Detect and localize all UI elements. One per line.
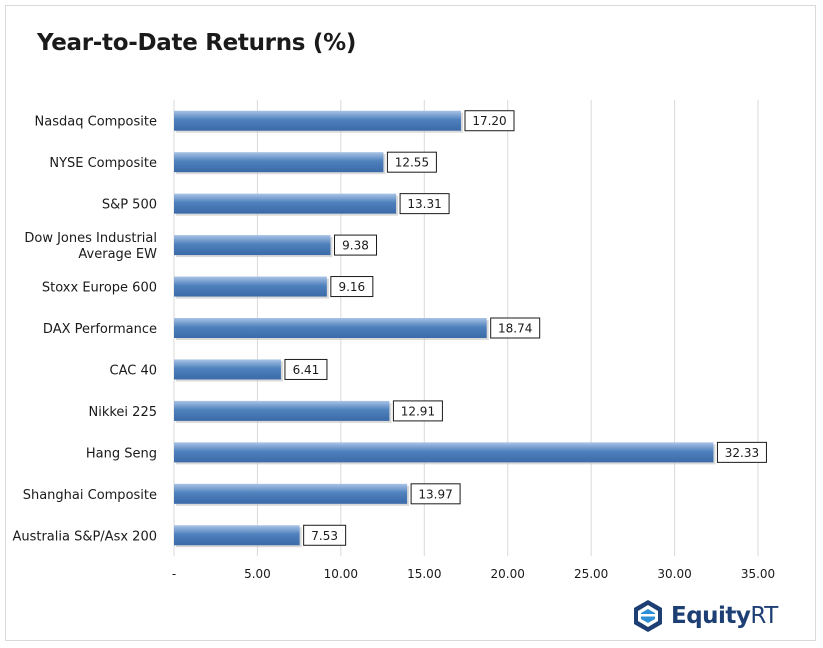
category-label: Stoxx Europe 600	[42, 281, 157, 296]
data-label-box	[392, 400, 443, 422]
data-labels: 17.20 12.55 13.31 9.38 9.16 18.74 6.41 12.91 32.…	[284, 110, 767, 546]
x-tick-label: 15.00	[407, 567, 441, 581]
bar	[174, 483, 408, 504]
data-label: 32.33	[725, 446, 759, 460]
category-label: Hang Seng	[86, 446, 157, 461]
category-label: CAC 40	[110, 363, 158, 378]
category-label: Nasdaq Composite	[35, 115, 157, 130]
data-label-box	[399, 193, 450, 215]
x-tick-label: 10.00	[324, 567, 358, 581]
bar	[174, 235, 331, 256]
data-label-box	[716, 441, 767, 463]
x-tick-label: 25.00	[574, 567, 608, 581]
data-label-box	[464, 110, 515, 132]
category-label: S&P 500	[102, 198, 157, 213]
bar	[174, 276, 327, 297]
equityrt-logo: EquityRT	[631, 598, 778, 634]
bar	[174, 525, 300, 546]
data-label: 9.38	[342, 239, 369, 253]
category-label: Nikkei 225	[89, 405, 158, 420]
x-tick-label: 5.00	[244, 567, 271, 581]
equityrt-logo-icon	[634, 600, 662, 632]
x-tick-label: 20.00	[491, 567, 525, 581]
data-label: 6.41	[293, 363, 320, 377]
data-label-box	[490, 317, 541, 339]
x-tick-label: 35.00	[741, 567, 775, 581]
chart-title: Year-to-Date Returns (%)	[37, 30, 357, 56]
category-label: Shanghai Composite	[23, 488, 157, 503]
data-label: 12.55	[395, 156, 429, 170]
bar	[174, 400, 390, 421]
data-label-box	[303, 524, 347, 546]
bar	[174, 318, 487, 338]
data-label: 12.91	[401, 404, 435, 418]
data-label-box	[284, 358, 328, 380]
data-label-box	[334, 234, 378, 256]
category-label: Average EW	[78, 247, 157, 262]
x-tick-label: 30.00	[657, 567, 691, 581]
x-axis-tick-labels: - 5.00 10.00 15.00 20.00 25.00 30.00 35.00	[172, 567, 775, 581]
bar	[174, 442, 714, 463]
category-label: NYSE Composite	[49, 156, 157, 171]
x-tick-label: -	[172, 567, 176, 581]
category-label: Australia S&P/Asx 200	[12, 529, 157, 544]
category-label: DAX Performance	[43, 322, 157, 337]
data-label: 9.16	[338, 280, 365, 294]
data-label-box	[410, 483, 461, 505]
data-label-box	[386, 151, 437, 173]
bar	[174, 110, 461, 131]
bars	[174, 110, 716, 548]
data-label: 13.97	[418, 487, 452, 501]
bar	[174, 359, 281, 380]
bar	[174, 193, 397, 214]
equityrt-logo-text: EquityRT	[671, 603, 778, 629]
data-label: 18.74	[498, 322, 532, 336]
category-labels: Nasdaq Composite NYSE Composite S&P 500 Dow…	[12, 115, 157, 545]
bar	[174, 152, 384, 173]
data-label: 17.20	[472, 114, 506, 128]
data-label: 13.31	[407, 197, 441, 211]
data-label: 7.53	[311, 529, 338, 543]
category-label: Dow Jones Industrial	[24, 231, 157, 246]
data-label-box	[330, 276, 374, 298]
